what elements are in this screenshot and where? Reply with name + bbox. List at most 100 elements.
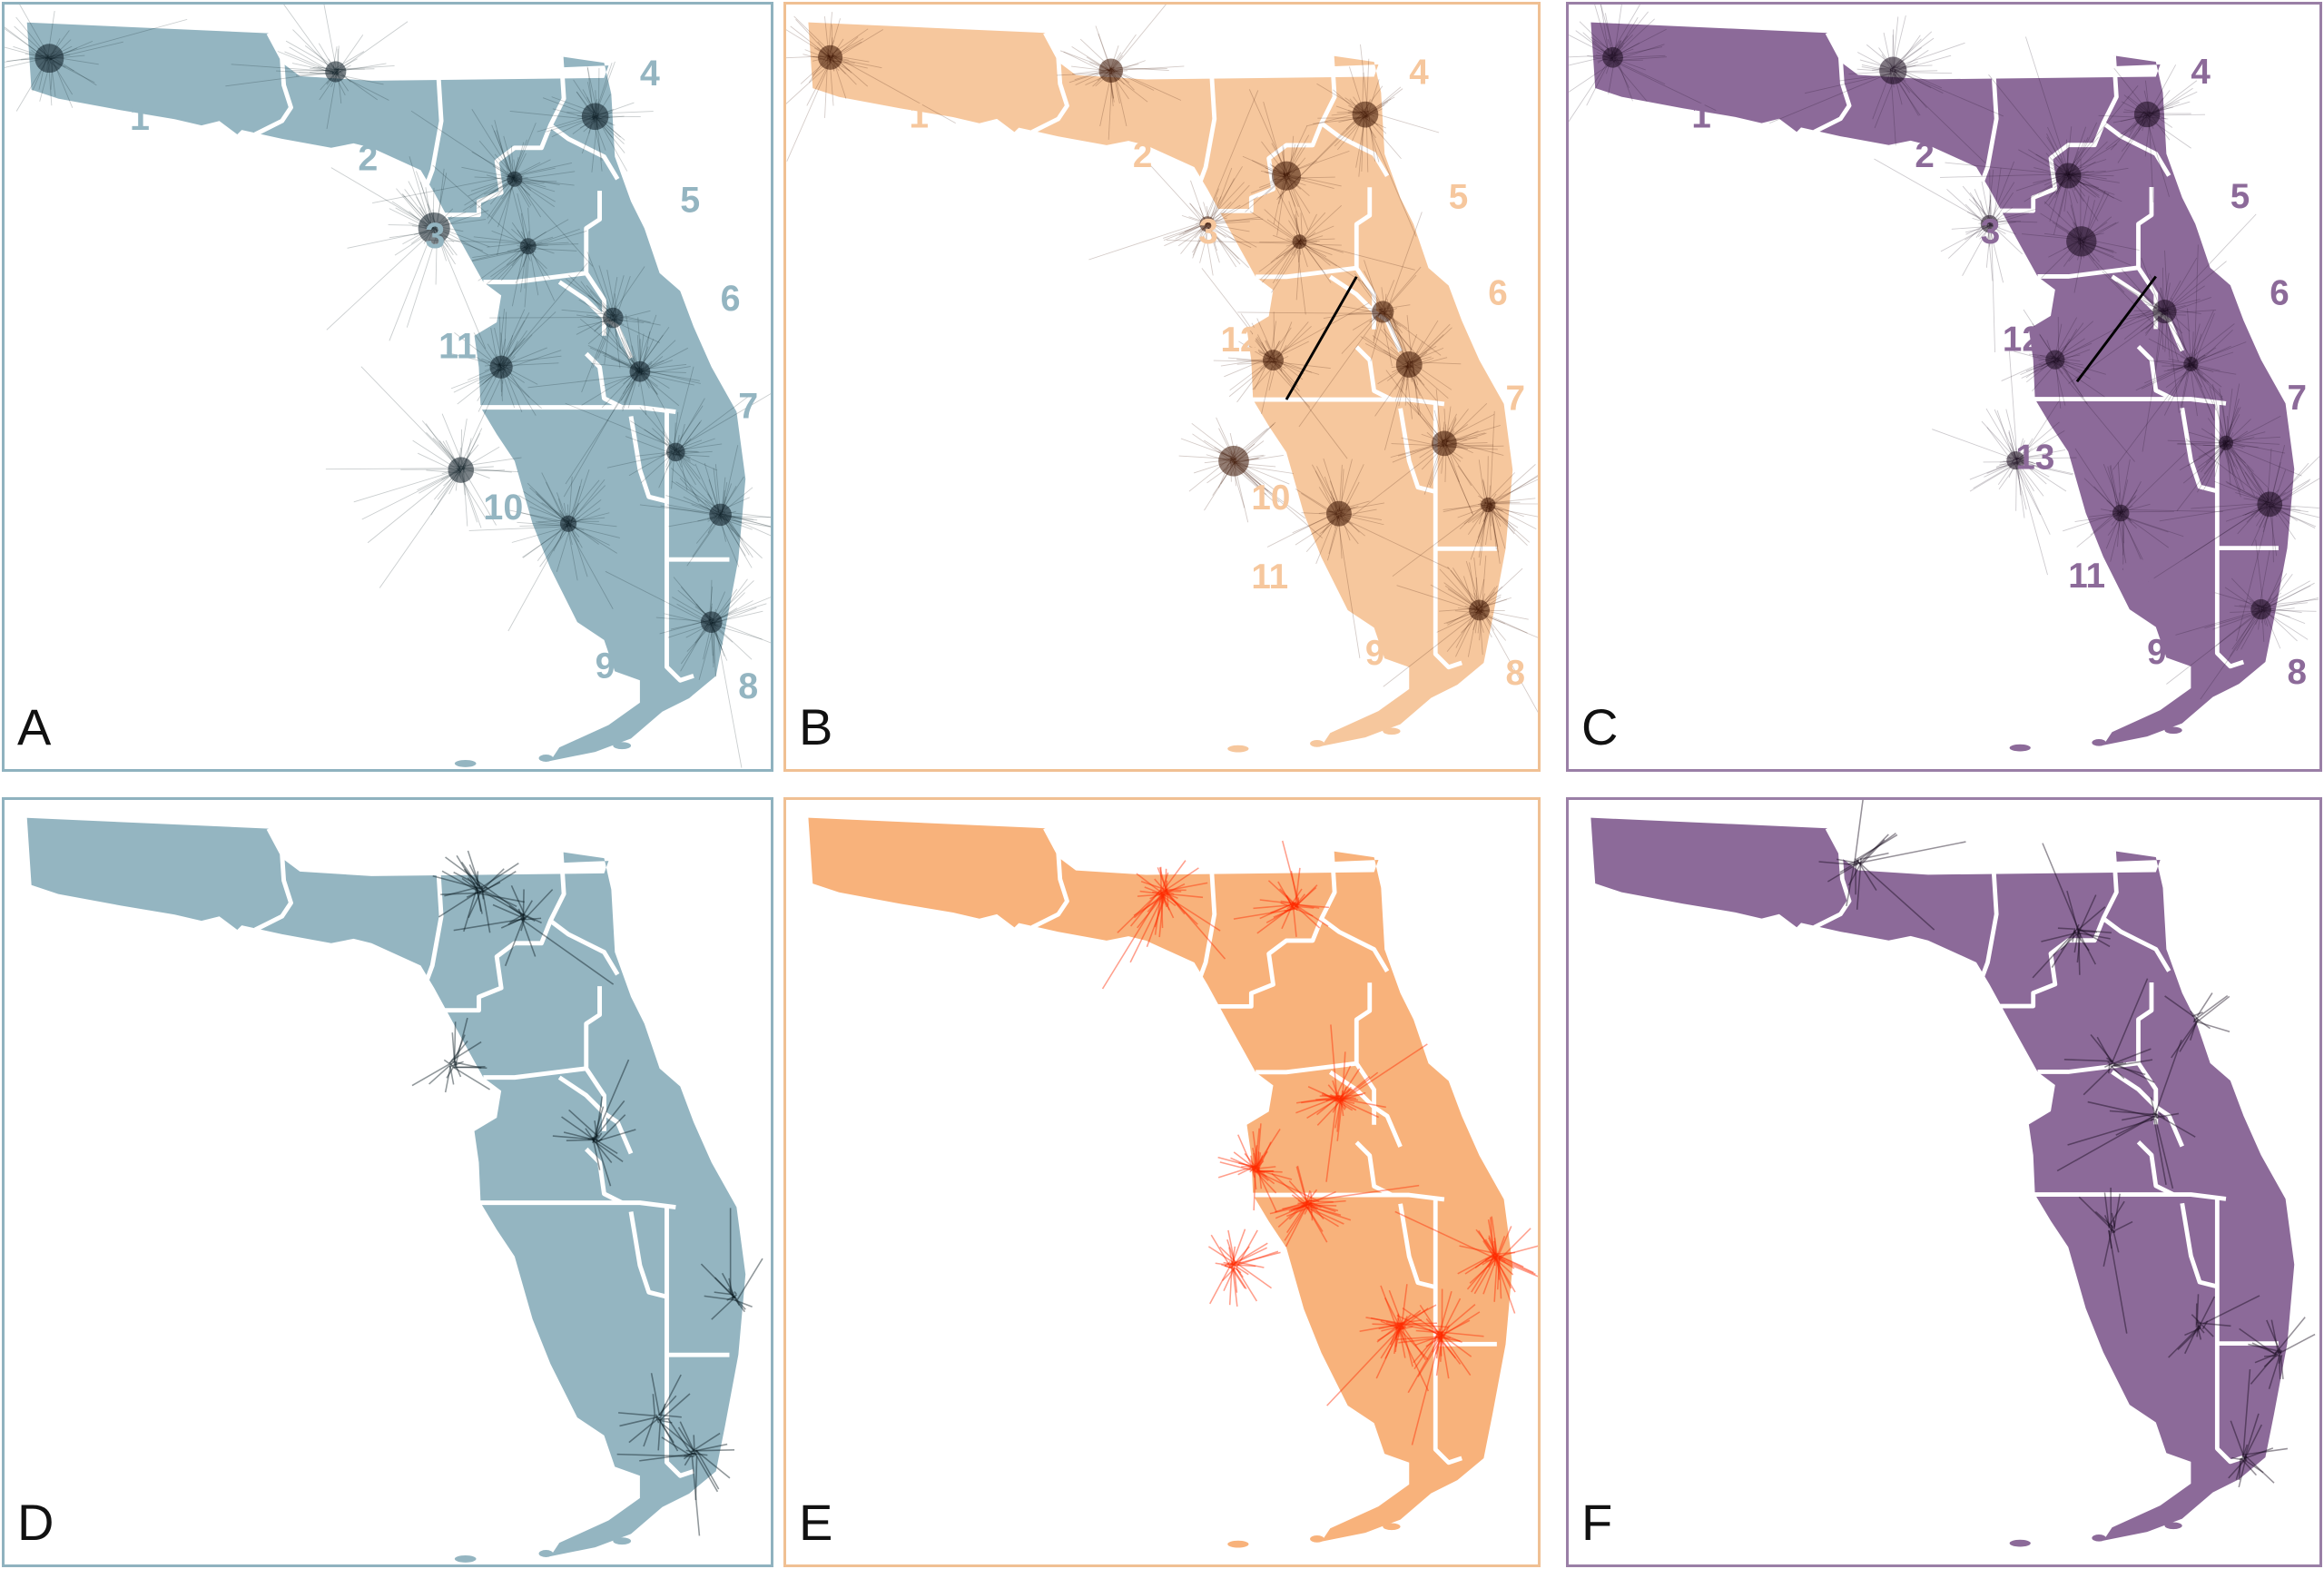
flow-line — [1304, 1200, 1313, 1215]
flow-line — [1336, 1101, 1343, 1141]
flow-line — [1273, 905, 1298, 918]
flow-line — [1229, 1264, 1247, 1289]
flow-line — [511, 526, 569, 543]
flow-line — [1209, 184, 1250, 228]
region-label-10: 10 — [1251, 479, 1290, 518]
flow-line — [2072, 928, 2076, 942]
flow-line — [1487, 479, 1538, 504]
flow-line — [565, 370, 641, 485]
flow-line — [1253, 1169, 1269, 1181]
flow-line — [1210, 216, 1261, 224]
flow-line — [2064, 85, 2139, 174]
flow-line — [2051, 929, 2077, 968]
flow-line — [1152, 891, 1162, 894]
flow-line — [2200, 607, 2265, 700]
flow-line — [1166, 891, 1226, 960]
flow-line — [1381, 1325, 1403, 1332]
flow-line — [1341, 1091, 1366, 1101]
flow-line — [1305, 1201, 1315, 1211]
flow-line — [2076, 894, 2097, 936]
flow-line — [1297, 884, 1318, 905]
flow-line — [2015, 460, 2074, 475]
flow-line — [1237, 1164, 1257, 1176]
flow-line — [2113, 1059, 2153, 1067]
flow-line — [722, 445, 739, 512]
region-label-4: 4 — [640, 54, 660, 94]
flow-line — [1613, 5, 1622, 55]
flow-line — [1295, 867, 1301, 904]
flow-line — [2153, 1112, 2158, 1118]
hub-cluster — [709, 503, 732, 527]
flow-line — [513, 171, 576, 181]
flow-line — [642, 370, 700, 381]
flow-line — [478, 886, 488, 890]
flow-line — [1380, 1320, 1403, 1331]
flow-line — [529, 487, 566, 522]
flow-line — [2191, 1314, 2201, 1324]
flow-line — [454, 1062, 462, 1078]
flow-line — [1401, 1284, 1408, 1327]
flow-line — [2241, 1447, 2289, 1456]
flow-line — [638, 326, 670, 370]
flow-line — [517, 176, 560, 185]
flow-line — [2215, 610, 2260, 646]
flow-line — [335, 21, 409, 74]
flow-line — [714, 578, 748, 624]
flow-line — [468, 891, 482, 919]
flow-line — [570, 479, 583, 524]
flow-line — [481, 890, 522, 914]
flow-line — [1397, 1325, 1400, 1337]
flow-line — [2231, 611, 2259, 650]
flow-line — [1395, 1336, 1442, 1340]
flow-line — [1992, 167, 2002, 227]
flow-line — [2108, 1200, 2125, 1227]
flow-line — [1298, 1200, 1309, 1212]
flow-line — [734, 1291, 737, 1295]
flow-line — [591, 1138, 613, 1164]
florida-state-shape — [1590, 817, 2295, 1541]
flow-line — [2104, 1062, 2112, 1068]
flow-line — [1827, 862, 1860, 883]
flow-line — [1207, 225, 1220, 263]
flow-line — [1253, 1162, 1257, 1171]
flow-line — [1490, 503, 1501, 564]
flow-line — [2041, 933, 2076, 942]
flow-line — [694, 1449, 735, 1452]
flow-line — [464, 175, 513, 206]
flow-line — [704, 1295, 736, 1301]
flow-line — [1285, 1203, 1307, 1234]
flow-line — [1399, 1314, 1412, 1327]
flow-line — [1494, 1258, 1538, 1278]
flow-line — [2262, 609, 2309, 640]
flow-line — [1265, 905, 1297, 923]
flow-line — [1438, 1335, 1462, 1365]
flow-line — [593, 1134, 600, 1140]
region-label-3: 3 — [425, 216, 445, 256]
flow-line — [460, 861, 481, 890]
region-boundary — [1398, 1203, 1436, 1289]
region-label-4: 4 — [1409, 53, 1429, 92]
flow-line — [1443, 582, 1477, 608]
flow-line — [1439, 1335, 1443, 1357]
flow-line — [1291, 888, 1303, 905]
flow-line — [1309, 1202, 1324, 1220]
flow-line — [2123, 452, 2186, 513]
flow-line — [453, 917, 527, 932]
flow-line — [1154, 895, 1162, 935]
flow-line — [522, 889, 525, 920]
flow-line — [1609, 58, 1717, 112]
flow-line — [2159, 1112, 2166, 1120]
flow-line — [1364, 260, 1382, 311]
flow-line — [367, 466, 462, 544]
flow-line — [1494, 1258, 1514, 1276]
flow-line — [592, 1106, 605, 1144]
flow-line — [1394, 1210, 1496, 1259]
flow-line — [511, 163, 573, 177]
flow-line — [1137, 893, 1166, 929]
flow-line — [2242, 1368, 2251, 1456]
flow-line — [2263, 1355, 2278, 1367]
flow-line — [1341, 1043, 1428, 1102]
flow-line — [360, 366, 458, 468]
flow-line — [1257, 1151, 1260, 1167]
flow-line — [1204, 90, 1259, 222]
